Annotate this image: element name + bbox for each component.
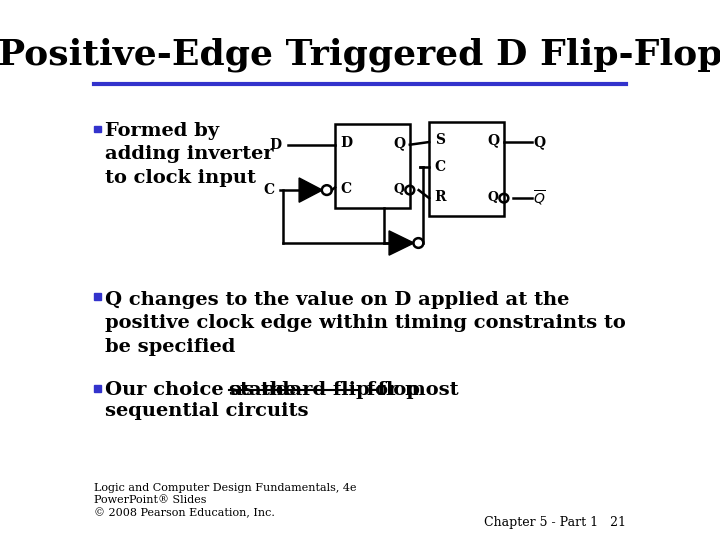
Text: Q: Q [534,135,545,149]
Text: S: S [435,133,445,147]
Text: Q: Q [487,133,500,147]
Text: C: C [341,182,352,196]
Text: C: C [435,160,446,174]
Text: C: C [264,183,275,197]
Text: Chapter 5 - Part 1   21: Chapter 5 - Part 1 21 [484,516,626,529]
Text: Formed by
adding inverter
to clock input: Formed by adding inverter to clock input [105,122,274,187]
Text: R: R [435,190,446,204]
Polygon shape [389,231,414,255]
Bar [94,293,101,300]
Bar [94,385,101,392]
Text: D: D [341,136,353,150]
Text: for most: for most [360,381,459,399]
Text: sequential circuits: sequential circuits [105,402,309,420]
Text: Our choice as the: Our choice as the [105,381,303,399]
Text: Q: Q [393,136,405,150]
Text: $\overline{Q}$: $\overline{Q}$ [534,188,546,208]
Text: standard flip-flop: standard flip-flop [229,381,420,399]
Text: Positive-Edge Triggered D Flip-Flop: Positive-Edge Triggered D Flip-Flop [0,38,720,72]
Text: Q changes to the value on D applied at the
positive clock edge within timing con: Q changes to the value on D applied at t… [105,291,626,356]
Polygon shape [299,178,323,202]
Bar [94,126,101,132]
Bar [429,122,504,216]
Text: Q: Q [393,183,404,196]
Bar [335,124,410,208]
Text: Logic and Computer Design Fundamentals, 4e
PowerPoint® Slides
© 2008 Pearson Edu: Logic and Computer Design Fundamentals, … [94,483,357,518]
Text: Q: Q [487,191,498,204]
Text: D: D [269,138,282,152]
